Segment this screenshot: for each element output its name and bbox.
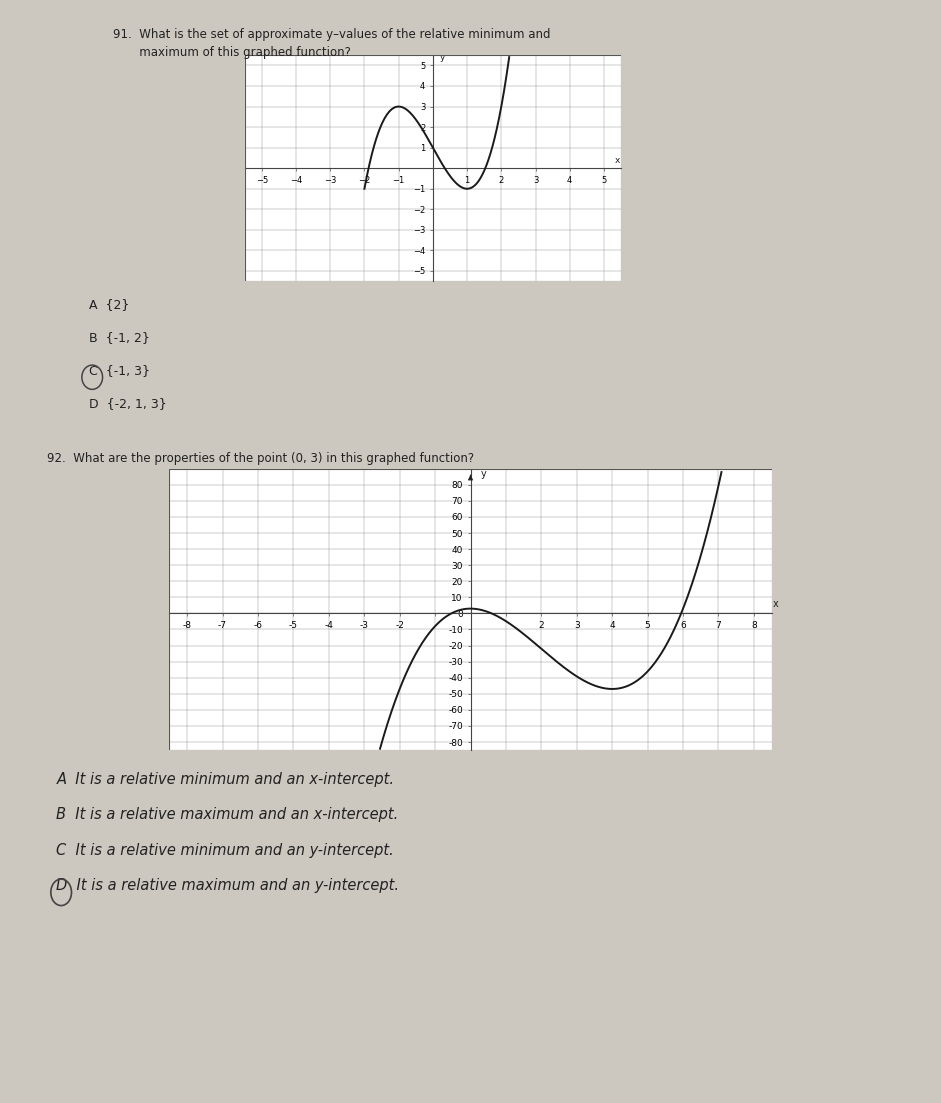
Text: 91.  What is the set of approximate y–values of the relative minimum and: 91. What is the set of approximate y–val… [113,28,550,41]
Text: y: y [439,53,445,62]
Text: D  It is a relative maximum and an y-intercept.: D It is a relative maximum and an y-inte… [56,878,400,893]
Text: B  {-1, 2}: B {-1, 2} [89,331,151,344]
Text: C  It is a relative minimum and an y-intercept.: C It is a relative minimum and an y-inte… [56,843,394,858]
Text: A  {2}: A {2} [89,298,130,311]
Text: x: x [773,599,778,609]
Text: D  {-2, 1, 3}: D {-2, 1, 3} [89,397,167,410]
Text: maximum of this graphed function?: maximum of this graphed function? [113,46,351,60]
Text: B  It is a relative maximum and an x-intercept.: B It is a relative maximum and an x-inte… [56,807,399,823]
Text: A  It is a relative minimum and an x-intercept.: A It is a relative minimum and an x-inte… [56,772,394,788]
Text: y: y [481,469,486,479]
Text: 92.  What are the properties of the point (0, 3) in this graphed function?: 92. What are the properties of the point… [47,452,474,465]
Text: x: x [615,156,620,165]
Text: C  {-1, 3}: C {-1, 3} [89,364,151,377]
